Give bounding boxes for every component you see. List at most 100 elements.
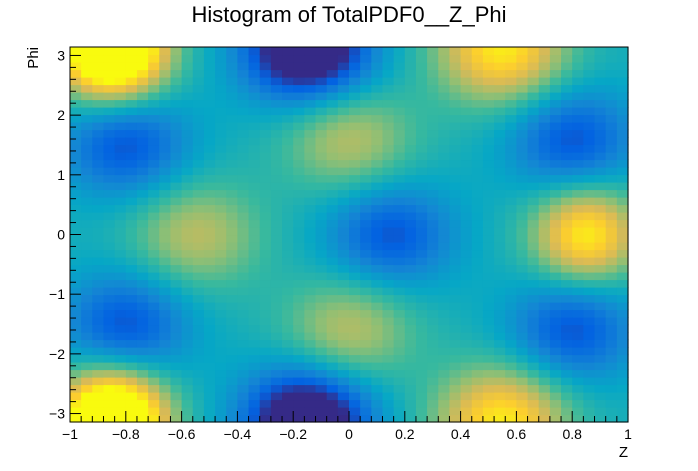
heatmap-cell (226, 219, 238, 228)
heatmap-cell (449, 129, 462, 138)
heatmap-cell (125, 152, 138, 161)
heatmap-cell (103, 137, 116, 146)
heatmap-cell (293, 84, 305, 93)
heatmap-cell (248, 107, 261, 116)
heatmap-cell (282, 414, 294, 423)
heatmap-cell (159, 122, 172, 131)
heatmap-cell (181, 377, 194, 386)
heatmap-cell (427, 137, 439, 146)
heatmap-cell (92, 414, 105, 423)
heatmap-cell (460, 279, 473, 288)
heatmap-cell (549, 384, 562, 393)
heatmap-cell (181, 369, 194, 378)
heatmap-cell (482, 302, 495, 311)
heatmap-cell (248, 84, 261, 93)
heatmap-cell (304, 227, 317, 236)
heatmap-cell (181, 392, 194, 401)
heatmap-cell (349, 189, 361, 198)
heatmap-cell (594, 77, 607, 86)
heatmap-cell (549, 84, 562, 93)
heatmap-cell (215, 212, 227, 221)
heatmap-cell (371, 174, 384, 183)
heatmap-cell (148, 189, 160, 198)
heatmap-cell (70, 257, 82, 266)
heatmap-cell (293, 212, 305, 221)
heatmap-cell (259, 302, 272, 311)
heatmap-cell (549, 129, 562, 138)
heatmap-cell (594, 287, 607, 296)
heatmap-cell (605, 332, 618, 341)
heatmap-cell (527, 302, 540, 311)
heatmap-cell (583, 272, 596, 281)
heatmap-cell (315, 309, 328, 318)
heatmap-cell (482, 362, 495, 371)
heatmap-cell (114, 309, 127, 318)
heatmap-cell (237, 204, 250, 213)
heatmap-cell (594, 309, 607, 318)
heatmap-cell (561, 122, 573, 131)
heatmap-cell (482, 219, 495, 228)
heatmap-cell (282, 227, 294, 236)
heatmap-cell (561, 332, 573, 341)
heatmap-cell (572, 47, 584, 56)
heatmap-cell (282, 287, 294, 296)
heatmap-cell (471, 384, 484, 393)
heatmap-cell (449, 302, 462, 311)
heatmap-cell (203, 399, 216, 408)
heatmap-cell (237, 182, 250, 191)
heatmap-cell (572, 197, 584, 206)
heatmap-cell (248, 294, 261, 303)
heatmap-cell (293, 407, 305, 416)
heatmap-cell (159, 47, 172, 56)
heatmap-cell (326, 414, 339, 423)
heatmap-cell (393, 219, 406, 228)
heatmap-cell (538, 384, 551, 393)
heatmap-cell (561, 369, 573, 378)
heatmap-cell (304, 167, 317, 176)
heatmap-cell (215, 332, 227, 341)
heatmap-cell (203, 129, 216, 138)
heatmap-cell (315, 99, 328, 108)
x-tick-label: −1 (62, 426, 78, 442)
heatmap-cell (270, 227, 283, 236)
heatmap-cell (605, 347, 618, 356)
heatmap-cell (81, 369, 93, 378)
heatmap-cell (449, 69, 462, 78)
heatmap-cell (404, 99, 417, 108)
heatmap-cell (460, 54, 473, 63)
heatmap-cell (549, 287, 562, 296)
heatmap-cell (371, 399, 384, 408)
heatmap-cell (561, 227, 573, 236)
heatmap-cell (382, 99, 395, 108)
heatmap-cell (248, 69, 261, 78)
heatmap-cell (81, 212, 93, 221)
heatmap-cell (159, 182, 172, 191)
heatmap-cell (449, 159, 462, 168)
heatmap-cell (605, 219, 618, 228)
heatmap-cell (549, 189, 562, 198)
heatmap-cell (415, 54, 428, 63)
heatmap-cell (148, 302, 160, 311)
heatmap-cell (460, 377, 473, 386)
heatmap-cell (192, 189, 205, 198)
heatmap-cell (527, 92, 540, 101)
heatmap-cell (270, 159, 283, 168)
heatmap-cell (349, 174, 361, 183)
heatmap-cell (471, 122, 484, 131)
heatmap-cell (449, 107, 462, 116)
heatmap-cell (181, 144, 194, 153)
heatmap-cell (337, 227, 350, 236)
heatmap-cell (438, 204, 451, 213)
heatmap-cell (81, 407, 93, 416)
heatmap-cell (349, 317, 361, 326)
heatmap-cell (583, 242, 596, 251)
heatmap-cell (572, 99, 584, 108)
heatmap-cell (326, 107, 339, 116)
heatmap-cell (337, 354, 350, 363)
heatmap-cell (70, 54, 82, 63)
heatmap-cell (427, 362, 439, 371)
heatmap-cell (360, 234, 372, 243)
heatmap-cell (315, 362, 328, 371)
heatmap-cell (616, 137, 629, 146)
heatmap-cell (226, 272, 238, 281)
